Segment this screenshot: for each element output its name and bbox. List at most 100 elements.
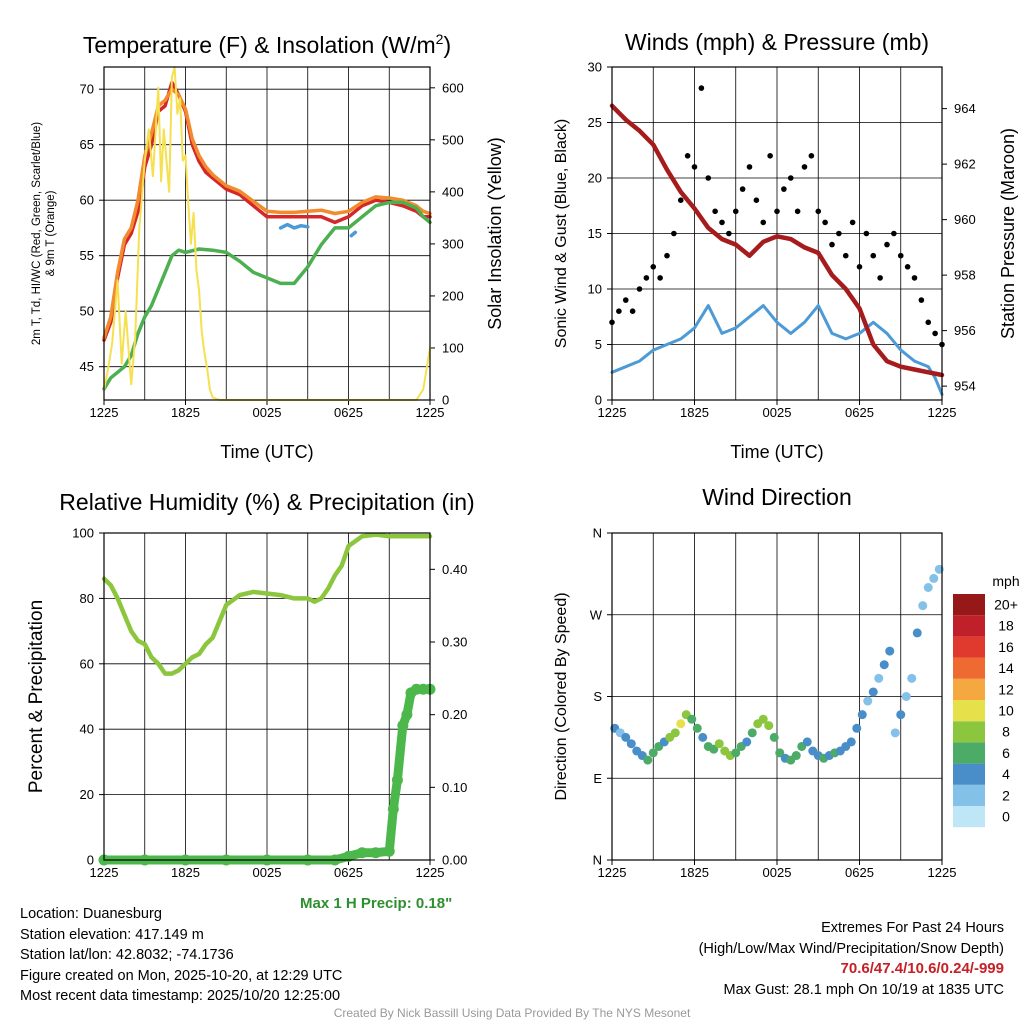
legend-swatch (953, 784, 985, 806)
gust-point (794, 208, 801, 215)
series-hi-wc-b (349, 230, 358, 238)
y2-tick-label: 500 (442, 132, 464, 147)
y-tick-label: S (593, 689, 602, 704)
gust-point (918, 297, 925, 303)
gust-point (664, 252, 670, 259)
chart-title: Temperature (F) & Insolation (W/m2) (83, 31, 451, 58)
x-tick-label: 0025 (253, 405, 282, 420)
gust-point (622, 297, 629, 303)
gust-point (705, 175, 712, 181)
y-tick-label: 20 (588, 171, 602, 186)
legend-label: 20+ (994, 597, 1018, 613)
direction-point (929, 573, 939, 583)
x-axis-label: Time (UTC) (220, 442, 313, 462)
x-tick-label: 1825 (171, 865, 200, 880)
title-close: ) (443, 32, 451, 58)
direction-point (698, 732, 708, 742)
direction-point (775, 748, 785, 758)
gust-point (808, 153, 815, 159)
gust-point (671, 230, 677, 237)
gust-point (650, 264, 657, 270)
plot-border (103, 532, 431, 861)
gust-point (684, 153, 691, 159)
x-tick-label: 0025 (763, 865, 792, 880)
max-gust-text: Max Gust: 28.1 mph On 10/19 at 1835 UTC (723, 981, 1004, 998)
legend-swatch (953, 657, 985, 679)
direction-point (857, 710, 867, 720)
gust-point (698, 85, 705, 91)
direction-point (709, 744, 719, 754)
direction-point (791, 751, 801, 761)
legend-swatch (953, 742, 985, 764)
legend-swatch (953, 721, 985, 743)
direction-point (714, 739, 724, 749)
gust-point (836, 230, 842, 237)
y2-tick-label: 964 (954, 101, 976, 116)
legend-label: 4 (1002, 766, 1010, 782)
y-tick-label: 20 (80, 787, 94, 802)
y2-tick-label: 960 (954, 212, 976, 227)
panel-1: 1225 1825 0025 0625 1225 45 50 55 60 65 70 0 100 200 3… (31, 31, 505, 462)
x-tick-label: 0025 (763, 405, 792, 420)
legend-swatch (953, 615, 985, 637)
y2-tick-label: 600 (442, 80, 464, 95)
direction-point (747, 728, 757, 738)
legend-title: mph (992, 573, 1019, 589)
direction-point (670, 728, 680, 738)
gust-point (904, 264, 911, 270)
gust-point (677, 197, 684, 203)
x-tick-label: 1225 (598, 405, 627, 420)
direction-point (846, 737, 856, 747)
gust-point (629, 308, 636, 315)
direction-point (676, 719, 686, 729)
x-tick-label: 0625 (845, 405, 874, 420)
plot-border (103, 66, 431, 401)
direction-point (764, 721, 774, 731)
direction-point (863, 696, 873, 706)
y-tick-label: 25 (588, 115, 602, 130)
direction-point (769, 732, 779, 742)
x-tick-label: 1225 (90, 405, 119, 420)
gust-point (842, 252, 849, 259)
x-tick-label: 0025 (253, 865, 282, 880)
y-axis-label: Percent & Precipitation (26, 600, 47, 793)
location-text: Location: Duanesburg (20, 906, 162, 922)
gust-point (801, 164, 808, 170)
direction-point (874, 673, 884, 683)
plot-border (611, 532, 943, 861)
chart-title: Relative Humidity (%) & Precipitation (i… (59, 489, 474, 515)
y-tick-label: 45 (80, 359, 94, 374)
series-relative-humidity (101, 532, 433, 676)
y-tick-label: 65 (80, 137, 94, 152)
direction-point (852, 723, 862, 733)
y2-axis-label: Solar Insolation (Yellow) (485, 137, 505, 329)
direction-point (907, 673, 917, 683)
y-tick-label: 0 (595, 393, 602, 408)
y-tick-label: 0 (87, 853, 94, 868)
y-tick-label: 30 (588, 60, 602, 75)
y2-tick-label: 0.00 (442, 853, 467, 868)
y2-tick-label: 100 (442, 340, 464, 355)
legend-label: 16 (998, 639, 1014, 655)
y-tick-label: 5 (595, 337, 602, 352)
y-tick-label: 40 (80, 722, 94, 737)
gust-point (815, 208, 822, 215)
gust-point (863, 230, 870, 237)
x-axis-label: Time (UTC) (730, 442, 823, 462)
y2-tick-label: 0.20 (442, 707, 467, 722)
speed-legend: mph 0 2 4 6 8 10 12 14 16 18 20+ (953, 573, 1020, 828)
x-tick-label: 0625 (334, 405, 363, 420)
y2-tick-label: 0.10 (442, 780, 467, 795)
x-tick-label: 1825 (680, 405, 709, 420)
panel-2: 1225 1825 0025 0625 122505101520253095495695… (553, 29, 1018, 462)
gust-point (767, 153, 773, 159)
x-tick-label: 1225 (928, 405, 957, 420)
y2-tick-label: 0 (442, 393, 449, 408)
gust-point (753, 197, 760, 203)
gust-point (870, 252, 877, 259)
y-tick-label: N (593, 526, 602, 541)
y-tick-label: E (593, 771, 602, 786)
direction-point (731, 748, 741, 758)
y2-tick-label: 962 (954, 157, 976, 172)
